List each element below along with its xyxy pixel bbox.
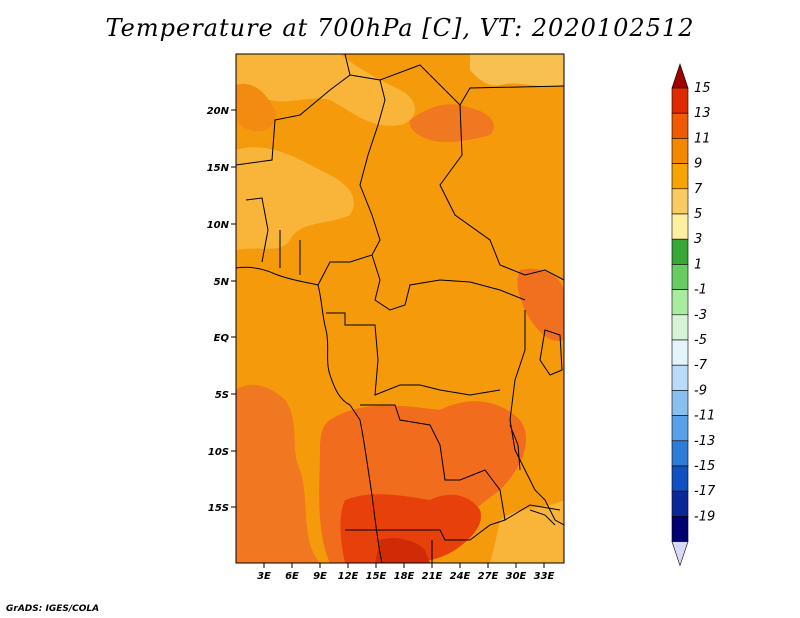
- colorbar-swatch: [671, 289, 689, 316]
- lon-label: 21E: [422, 571, 443, 582]
- field-zone-11-13-east: [517, 268, 564, 341]
- colorbar-label: 11: [694, 131, 711, 146]
- lon-label: 12E: [338, 571, 359, 582]
- country-borders: [236, 54, 564, 563]
- colorbar-swatch: [671, 112, 689, 139]
- colorbar-top-arrow: [671, 63, 689, 89]
- map-frame: [235, 53, 565, 564]
- field-zone-11-13-sahel: [409, 104, 494, 143]
- lat-label: 15S: [208, 503, 229, 514]
- atlantic-coastline: [236, 266, 361, 421]
- field-zone-11-13-sw: [236, 384, 320, 563]
- colorbar-label: 3: [694, 232, 702, 247]
- colorbar-label: 15: [694, 81, 711, 96]
- colorbar-swatch: [671, 339, 689, 366]
- lat-label: 15N: [207, 163, 230, 174]
- colorbar-label: -19: [694, 509, 715, 524]
- lat-label: EQ: [214, 333, 230, 344]
- field-zone-7-9-west: [236, 147, 354, 250]
- colorbar-label: -15: [694, 459, 715, 474]
- lat-label: 10N: [207, 220, 230, 231]
- west-coast-south: [359, 419, 383, 563]
- colorbar-swatch: [671, 314, 689, 341]
- lake-tanganyika: [509, 424, 521, 471]
- colorbar: 15 13 11 9 7 5 3 1 -1 -3 -5 -7 -9 -11 -13 -15 -17 -19: [671, 63, 716, 567]
- colorbar-swatch: [671, 364, 689, 391]
- colorbar-swatch: [671, 440, 689, 467]
- lon-label: 18E: [394, 571, 415, 582]
- colorbar-swatch: [671, 490, 689, 517]
- colorbar-label: 5: [694, 207, 702, 222]
- lat-label: 5S: [215, 390, 229, 401]
- field-zone-7-9-north: [236, 54, 415, 126]
- lon-label: 33E: [534, 571, 555, 582]
- colorbar-label: 9: [694, 157, 702, 172]
- lon-label: 24E: [450, 571, 471, 582]
- border-h: [345, 504, 561, 541]
- field-zone-13-15-core: [340, 494, 481, 563]
- border-e: [371, 254, 526, 311]
- colorbar-bottom-arrow: [671, 541, 689, 567]
- colorbar-swatch: [671, 238, 689, 265]
- colorbar-swatch: [671, 138, 689, 164]
- lon-label: 6E: [285, 571, 299, 582]
- latitude-axis: 20N 15N 10N 5N EQ 5S 10S 15S: [207, 106, 236, 514]
- colorbar-swatch: [671, 516, 689, 542]
- colorbar-swatch: [671, 390, 689, 416]
- lon-label: 27E: [478, 571, 499, 582]
- colorbar-label: 7: [694, 182, 703, 197]
- colorbar-label: 1: [694, 257, 702, 272]
- temperature-field: [236, 54, 564, 563]
- lake-malawi: [529, 509, 556, 526]
- border-g: [360, 404, 506, 521]
- border-f: [326, 312, 501, 396]
- colorbar-swatch: [671, 163, 689, 190]
- colorbar-label: -1: [694, 283, 707, 298]
- field-zone-11-13-nw: [236, 83, 276, 132]
- border-b: [317, 74, 386, 286]
- colorbar-label: -17: [694, 484, 716, 499]
- colorbar-swatch: [671, 415, 689, 442]
- colorbar-swatch: [671, 213, 689, 240]
- colorbar-swatch: [671, 264, 689, 290]
- border-j: [509, 310, 564, 526]
- colorbar-label: -5: [694, 333, 707, 348]
- colorbar-label: -11: [694, 409, 715, 424]
- colorbar-label: -3: [694, 308, 707, 323]
- lon-label: 15E: [366, 571, 387, 582]
- lat-label: 10S: [208, 447, 229, 458]
- colorbar-swatch: [671, 188, 689, 215]
- lake-victoria: [539, 329, 563, 376]
- colorbar-label: 13: [694, 106, 711, 121]
- colorbar-swatch: [671, 465, 689, 492]
- border-d: [459, 85, 564, 106]
- colorbar-label: -9: [694, 383, 707, 398]
- grads-credit: GrADS: IGES/COLA: [6, 604, 100, 614]
- colorbar-swatch: [671, 87, 689, 114]
- border-c: [379, 64, 564, 281]
- chart-title: Temperature at 700hPa [C], VT: 202010251…: [105, 14, 695, 42]
- west-africa-borders: [245, 197, 301, 275]
- field-zone-7-9-ne: [470, 54, 564, 87]
- lon-label: 9E: [313, 571, 327, 582]
- lat-label: 20N: [207, 106, 230, 117]
- longitude-axis: 3E 6E 9E 12E 15E 18E 21E 24E 27E 30E 33E: [257, 563, 555, 582]
- lon-label: 3E: [257, 571, 271, 582]
- colorbar-label: -13: [694, 434, 715, 449]
- lat-label: 5N: [214, 277, 230, 288]
- field-zone-15-core: [375, 538, 430, 563]
- colorbar-label: -7: [694, 358, 708, 373]
- lon-label: 30E: [506, 571, 527, 582]
